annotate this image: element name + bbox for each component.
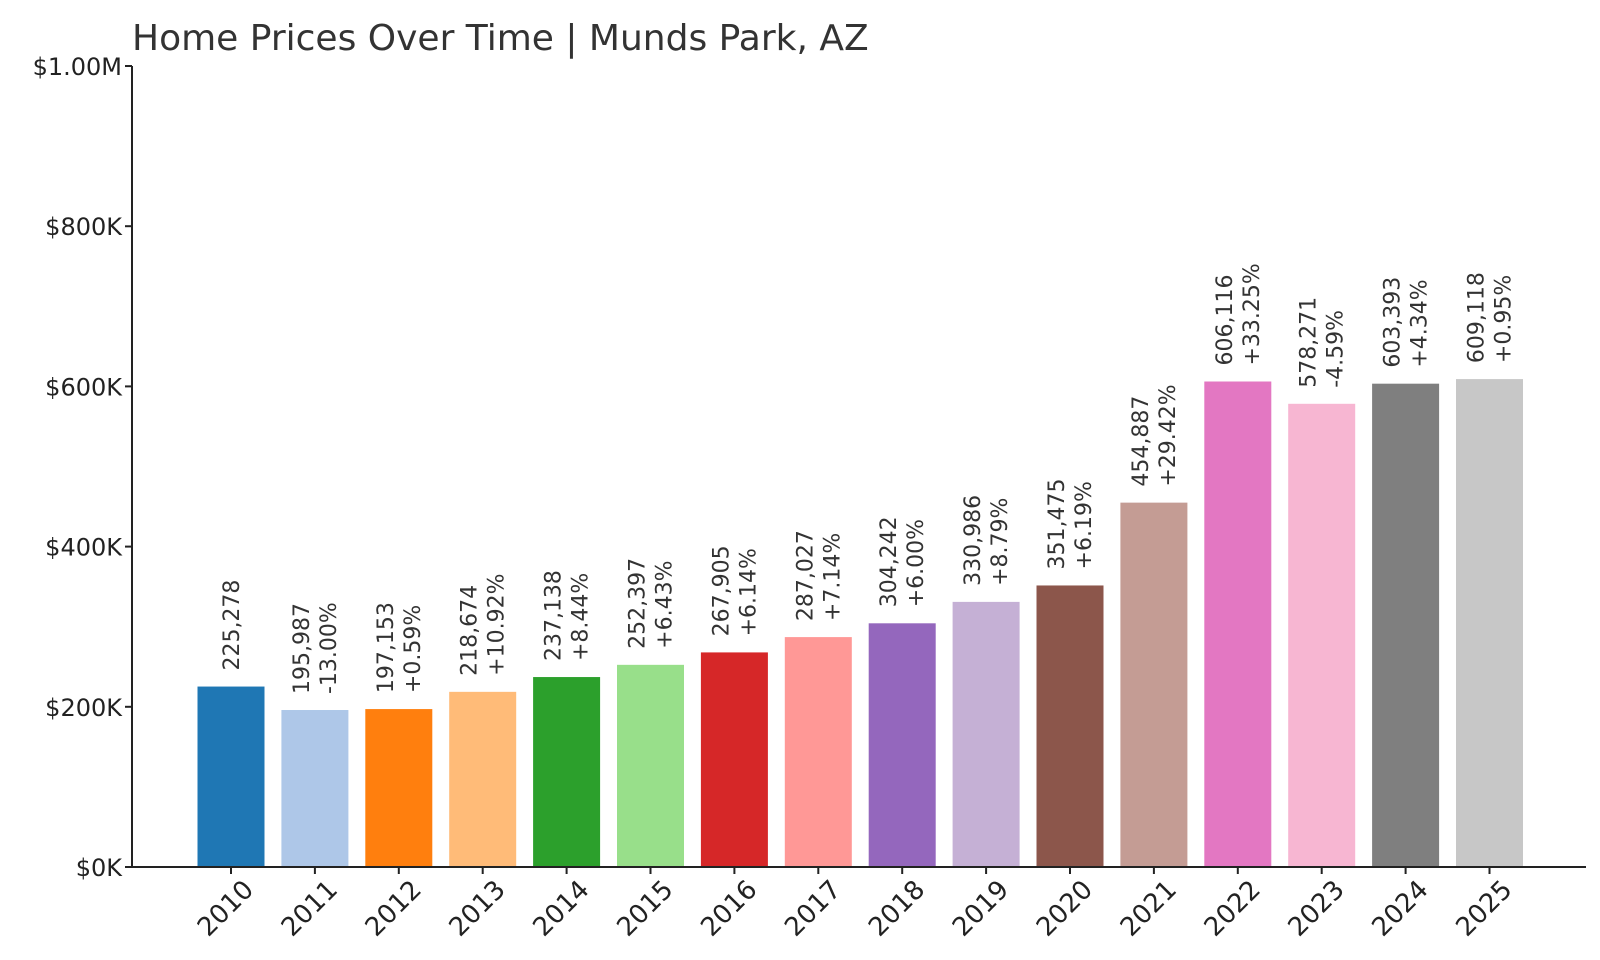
- x-tick-label: 2016: [695, 875, 763, 943]
- data-label-2013: 218,674+10.92%: [458, 574, 510, 676]
- y-tick-label: $400K: [45, 534, 123, 562]
- y-tick-label: $200K: [45, 694, 123, 722]
- value-label: 218,674: [458, 585, 483, 676]
- data-label-2020: 351,475+6.19%: [1045, 478, 1097, 569]
- bar-2014: [533, 677, 601, 867]
- data-label-2014: 237,138+8.44%: [542, 570, 594, 661]
- x-tick-label: 2015: [611, 875, 679, 943]
- x-tick-label: 2013: [444, 875, 512, 943]
- bar-2024: [1372, 383, 1440, 867]
- bar-2015: [617, 664, 684, 867]
- value-label: 197,153: [374, 602, 399, 693]
- bar-2016: [700, 652, 768, 867]
- x-tick-label: 2018: [863, 875, 931, 943]
- change-label: +6.43%: [653, 561, 678, 649]
- change-label: +10.92%: [485, 574, 510, 676]
- data-label-2016: 267,905+6.14%: [709, 545, 761, 636]
- bar-2017: [784, 637, 852, 867]
- value-label: 606,116: [1213, 275, 1238, 366]
- bar-2021: [1120, 502, 1188, 867]
- change-label: +29.42%: [1156, 384, 1181, 486]
- data-label-2024: 603,393+4.34%: [1381, 277, 1433, 368]
- x-tick-label: 2012: [360, 875, 428, 943]
- x-tick-label: 2011: [276, 875, 344, 943]
- data-label-2021: 454,887+29.42%: [1129, 384, 1181, 486]
- x-tick-label: 2017: [779, 875, 847, 943]
- y-tick-label: $0K: [76, 854, 124, 882]
- data-labels: 225,278 195,987-13.00% 197,153+0.59% 218,67…: [220, 263, 1517, 694]
- bar-2011: [281, 710, 349, 867]
- bar-2013: [449, 691, 517, 867]
- data-label-2022: 606,116+33.25%: [1213, 263, 1265, 365]
- change-label: +8.44%: [569, 573, 594, 661]
- y-tick-label: $1.00M: [33, 53, 122, 81]
- x-tick-label: 2025: [1450, 875, 1518, 943]
- change-label: +6.14%: [736, 548, 761, 636]
- value-label: 454,887: [1129, 396, 1154, 487]
- change-label: -13.00%: [317, 602, 342, 694]
- change-label: +4.34%: [1408, 279, 1433, 367]
- value-label: 351,475: [1045, 478, 1070, 569]
- x-tick-label: 2010: [192, 875, 260, 943]
- bar-2010: [197, 686, 265, 867]
- value-label: 225,278: [220, 580, 245, 671]
- value-label: 603,393: [1381, 277, 1406, 368]
- change-label: +0.95%: [1492, 275, 1517, 363]
- value-label: 330,986: [961, 495, 986, 586]
- data-label-2023: 578,271-4.59%: [1297, 297, 1349, 388]
- change-label: +6.00%: [904, 519, 929, 607]
- x-tick-label: 2021: [1115, 875, 1183, 943]
- y-tick-label: $800K: [45, 213, 123, 241]
- change-label: +6.19%: [1072, 481, 1097, 569]
- value-label: 287,027: [793, 530, 818, 621]
- value-label: 252,397: [626, 558, 651, 649]
- value-label: 578,271: [1297, 297, 1322, 388]
- data-label-2025: 609,118+0.95%: [1465, 272, 1517, 363]
- value-label: 267,905: [709, 545, 734, 636]
- bar-2018: [868, 623, 936, 867]
- data-label-2018: 304,242+6.00%: [877, 516, 929, 607]
- x-tick-label: 2019: [947, 875, 1015, 943]
- bar-2020: [1036, 585, 1104, 867]
- data-label-2015: 252,397+6.43%: [626, 558, 678, 649]
- x-tick-label: 2024: [1367, 875, 1435, 943]
- data-label-2017: 287,027+7.14%: [793, 530, 845, 621]
- x-tick-label: 2023: [1283, 875, 1351, 943]
- bar-2025: [1456, 379, 1523, 867]
- value-label: 195,987: [290, 603, 315, 694]
- data-label-2012: 197,153+0.59%: [374, 602, 426, 693]
- bar-2019: [952, 601, 1020, 867]
- data-label-2019: 330,986+8.79%: [961, 495, 1013, 586]
- data-label-2010: 225,278: [220, 580, 245, 671]
- change-label: -4.59%: [1324, 310, 1349, 388]
- y-axis-ticks: $0K $200K $400K $600K $800K $1.00M: [33, 53, 132, 882]
- value-label: 237,138: [542, 570, 567, 661]
- bars: [197, 379, 1523, 867]
- value-label: 304,242: [877, 516, 902, 607]
- chart-title: Home Prices Over Time | Munds Park, AZ: [132, 18, 869, 59]
- bar-2022: [1204, 381, 1272, 867]
- bar-2012: [365, 709, 433, 867]
- data-label-2011: 195,987-13.00%: [290, 602, 342, 694]
- x-tick-label: 2022: [1199, 875, 1267, 943]
- x-tick-label: 2014: [528, 875, 596, 943]
- y-tick-label: $600K: [45, 373, 123, 401]
- bar-2023: [1288, 403, 1356, 867]
- x-tick-label: 2020: [1031, 875, 1099, 943]
- x-axis-ticks: 2010 2011 2012 2013 2014 2015 2016 2017 2018 2019…: [192, 867, 1518, 943]
- change-label: +8.79%: [988, 498, 1013, 586]
- change-label: +33.25%: [1240, 263, 1265, 365]
- change-label: +7.14%: [820, 533, 845, 621]
- value-label: 609,118: [1465, 272, 1490, 363]
- change-label: +0.59%: [401, 605, 426, 693]
